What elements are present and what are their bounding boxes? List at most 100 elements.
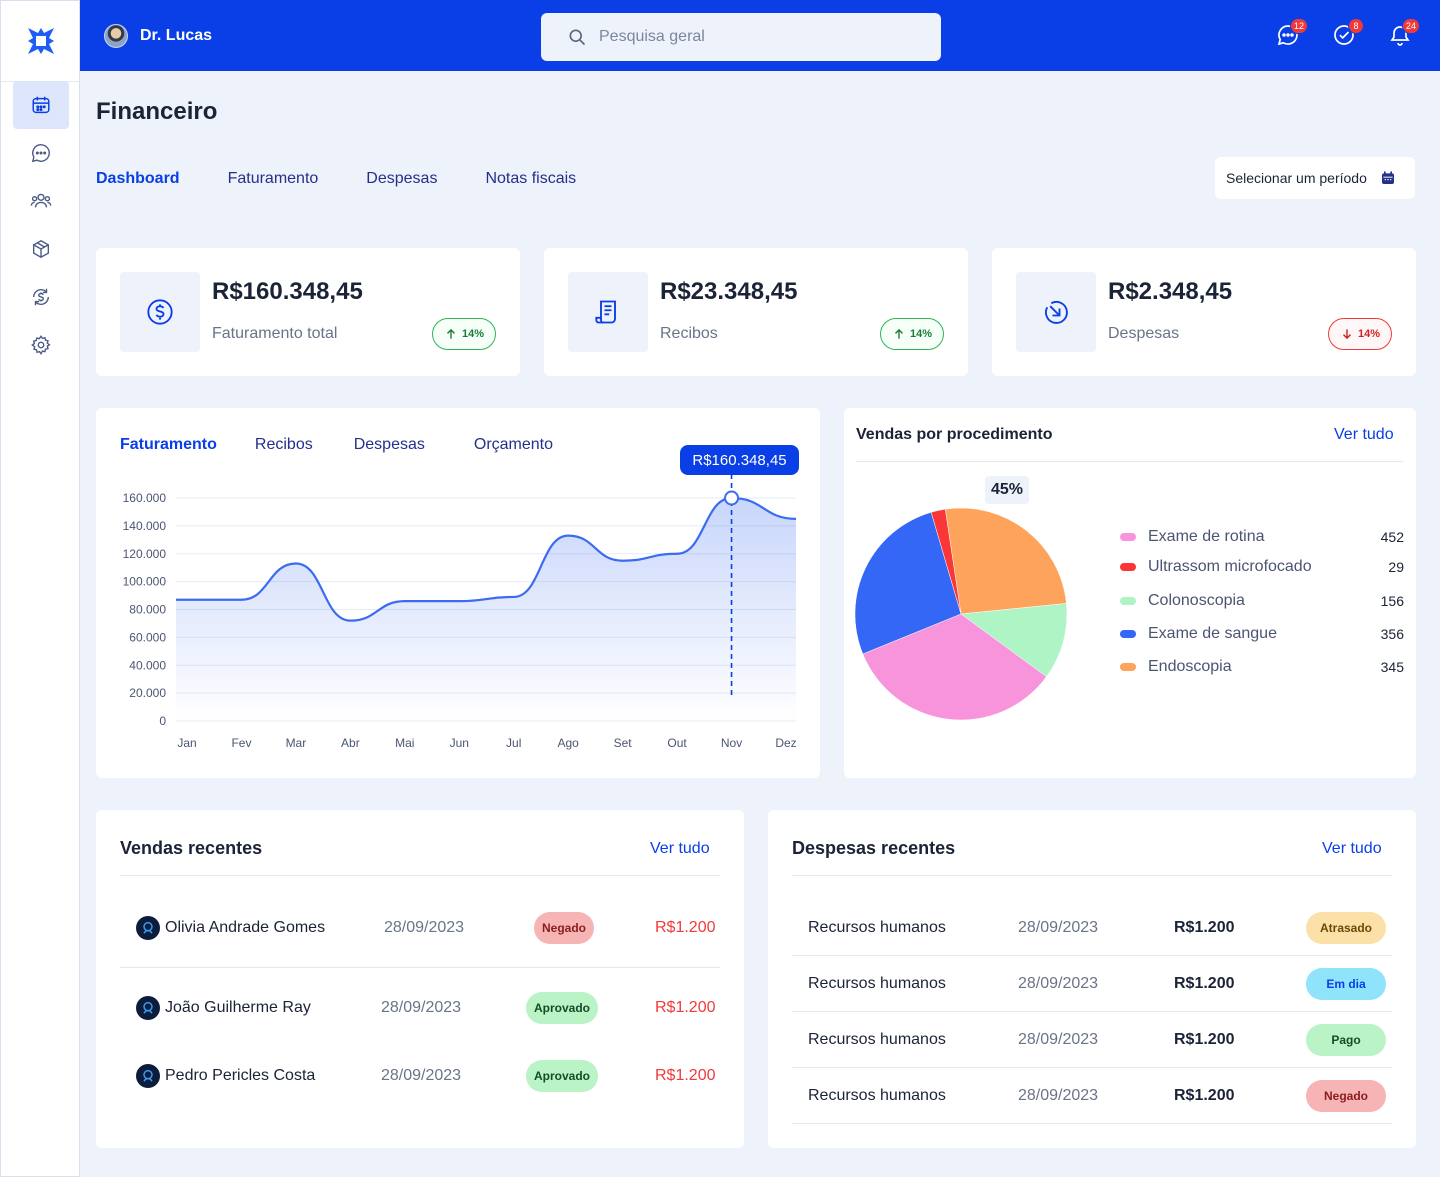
chart-tab-orcamento[interactable]: Orçamento <box>473 436 554 453</box>
sidebar-item-messages[interactable] <box>13 129 69 177</box>
kpi-card-faturamento: R$160.348,45 Faturamento total 14% <box>96 248 520 376</box>
procedures-pie-card: Vendas por procedimento Ver tudo 45% Exa… <box>844 408 1416 778</box>
pie-see-all-link[interactable]: Ver tudo <box>1334 426 1394 443</box>
kpi-card-despesas: R$2.348,45 Despesas 14% <box>992 248 1416 376</box>
status-badge: Aprovado <box>526 992 598 1024</box>
trend-value: 14% <box>1357 328 1381 340</box>
recent-expenses-card: Despesas recentes Ver tudo Recursos huma… <box>768 810 1416 1148</box>
user-profile[interactable]: Dr. Lucas <box>104 24 212 48</box>
status-badge: Aprovado <box>526 1060 598 1092</box>
expense-date: 28/09/2023 <box>1018 919 1099 936</box>
pie-chart <box>854 507 1068 721</box>
row-divider <box>792 1067 1392 1068</box>
expense-amount: R$1.200 <box>1174 919 1235 936</box>
divider <box>792 875 1392 876</box>
kpi-value: R$2.348,45 <box>1108 278 1233 305</box>
sidebar-item-calendar[interactable] <box>13 81 69 129</box>
expenses-card-title: Despesas recentes <box>792 838 956 858</box>
highlight-point[interactable] <box>724 490 740 506</box>
sale-customer-name[interactable]: João Guilherme Ray <box>165 999 311 1016</box>
legend-swatch <box>1120 533 1136 541</box>
search-bar[interactable] <box>541 13 941 61</box>
pie-slice[interactable] <box>930 508 962 615</box>
pie-slice[interactable] <box>960 603 1068 678</box>
sale-date: 28/09/2023 <box>381 999 462 1016</box>
sale-customer-name[interactable]: Olivia Andrade Gomes <box>165 919 326 936</box>
kpi-icon-box <box>568 272 648 352</box>
row-divider <box>792 955 1392 956</box>
legend-label: Endoscopia <box>1148 658 1232 675</box>
kpi-value: R$160.348,45 <box>212 278 363 305</box>
kpi-label: Faturamento total <box>212 325 338 342</box>
trend-badge: 14% <box>1328 318 1392 350</box>
messages-button[interactable]: 12 <box>1276 18 1308 49</box>
notifications-badge: 24 <box>1401 18 1420 34</box>
search-input[interactable] <box>599 28 899 46</box>
trend-value: 14% <box>909 328 933 340</box>
tasks-button[interactable]: 8 <box>1332 18 1364 49</box>
calendar-icon <box>1381 171 1394 184</box>
users-icon <box>30 193 52 208</box>
legend-label: Colonoscopia <box>1148 592 1245 609</box>
x-tick-label: Ago <box>558 736 580 750</box>
sidebar-item-products[interactable] <box>13 225 69 273</box>
period-label: Selecionar um período <box>1226 170 1367 186</box>
legend-label: Exame de sangue <box>1148 625 1277 642</box>
kpi-icon-box <box>120 272 200 352</box>
row-divider <box>792 1123 1392 1124</box>
avatar[interactable] <box>104 24 128 48</box>
expense-category[interactable]: Recursos humanos <box>808 975 946 992</box>
tab-faturamento[interactable]: Faturamento <box>227 170 319 187</box>
pie-card-title: Vendas por procedimento <box>856 426 1053 443</box>
app-logo[interactable] <box>25 25 57 57</box>
sale-date: 28/09/2023 <box>381 1067 462 1084</box>
expense-category[interactable]: Recursos humanos <box>808 1087 946 1104</box>
status-badge: Pago <box>1306 1024 1386 1056</box>
status-badge: Em dia <box>1306 968 1386 1000</box>
arrow-up-icon <box>446 328 455 339</box>
arrow-up-icon <box>894 328 903 339</box>
divider <box>856 461 1403 462</box>
x-tick-label: Abr <box>341 736 360 750</box>
expenses-see-all-link[interactable]: Ver tudo <box>1322 840 1382 857</box>
sales-see-all-link[interactable]: Ver tudo <box>650 840 710 857</box>
sidebar-item-settings[interactable] <box>13 321 69 369</box>
currency-sync-icon <box>32 288 50 306</box>
notifications-button[interactable]: 24 <box>1388 18 1420 49</box>
sale-customer-name[interactable]: Pedro Pericles Costa <box>165 1067 316 1084</box>
pie-slice[interactable] <box>944 507 1067 615</box>
legend-value: 356 <box>1380 626 1404 642</box>
period-selector[interactable]: Selecionar um período <box>1215 157 1415 199</box>
expense-category[interactable]: Recursos humanos <box>808 1031 946 1048</box>
chat-icon <box>31 144 50 163</box>
pie-slice[interactable] <box>862 613 1047 721</box>
legend-value: 345 <box>1380 659 1404 675</box>
tab-dashboard[interactable]: Dashboard <box>96 170 180 187</box>
trend-value: 14% <box>461 328 485 340</box>
kpi-card-recibos: R$23.348,45 Recibos 14% <box>544 248 968 376</box>
expense-category[interactable]: Recursos humanos <box>808 919 946 936</box>
legend-item: Exame de sangue 356 <box>1120 623 1404 645</box>
y-tick-label: 60.000 <box>129 630 166 644</box>
x-tick-label: Mar <box>286 736 307 750</box>
sale-amount: R$1.200 <box>655 999 716 1016</box>
trend-badge: 14% <box>880 318 944 350</box>
legend-swatch <box>1120 597 1136 605</box>
x-tick-label: Jan <box>177 736 196 750</box>
tab-notas-fiscais[interactable]: Notas fiscais <box>485 170 577 187</box>
x-tick-label: Jul <box>506 736 521 750</box>
chart-tooltip: R$160.348,45 <box>680 445 799 475</box>
chart-tab-recibos[interactable]: Recibos <box>254 436 313 453</box>
sale-amount: R$1.200 <box>655 1067 716 1084</box>
kpi-icon-box <box>1016 272 1096 352</box>
chart-tab-faturamento[interactable]: Faturamento <box>120 436 217 453</box>
chart-tab-despesas[interactable]: Despesas <box>353 436 425 453</box>
sidebar-item-patients[interactable] <box>13 177 69 225</box>
divider <box>120 875 720 876</box>
tab-despesas[interactable]: Despesas <box>366 170 438 187</box>
person-icon <box>136 996 160 1020</box>
page-title: Financeiro <box>96 98 218 125</box>
sidebar-item-finance[interactable] <box>13 273 69 321</box>
status-badge: Negado <box>534 912 594 944</box>
pie-slice[interactable] <box>854 511 962 655</box>
